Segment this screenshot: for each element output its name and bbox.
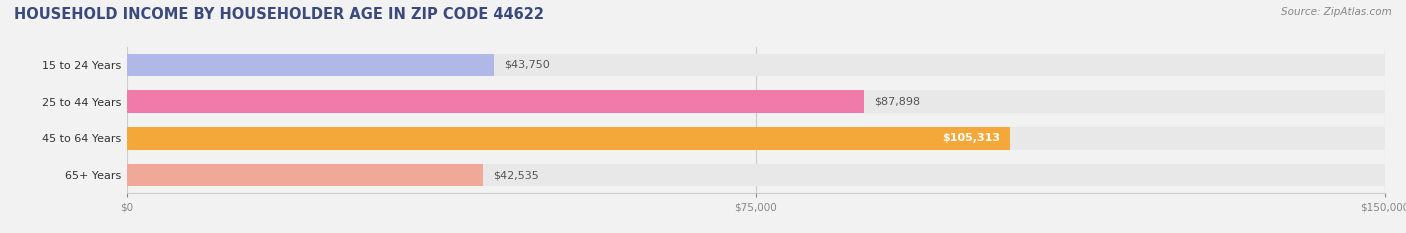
Bar <box>127 127 1010 150</box>
Bar <box>127 90 1385 113</box>
Bar <box>127 90 863 113</box>
Text: $87,898: $87,898 <box>875 97 920 107</box>
Text: $43,750: $43,750 <box>503 60 550 70</box>
Bar <box>127 54 1385 76</box>
Bar <box>127 127 1385 150</box>
Text: $105,313: $105,313 <box>942 133 1000 143</box>
Text: Source: ZipAtlas.com: Source: ZipAtlas.com <box>1281 7 1392 17</box>
Text: HOUSEHOLD INCOME BY HOUSEHOLDER AGE IN ZIP CODE 44622: HOUSEHOLD INCOME BY HOUSEHOLDER AGE IN Z… <box>14 7 544 22</box>
Bar <box>127 54 494 76</box>
Bar <box>127 164 484 186</box>
Bar <box>127 164 1385 186</box>
Text: $42,535: $42,535 <box>494 170 538 180</box>
